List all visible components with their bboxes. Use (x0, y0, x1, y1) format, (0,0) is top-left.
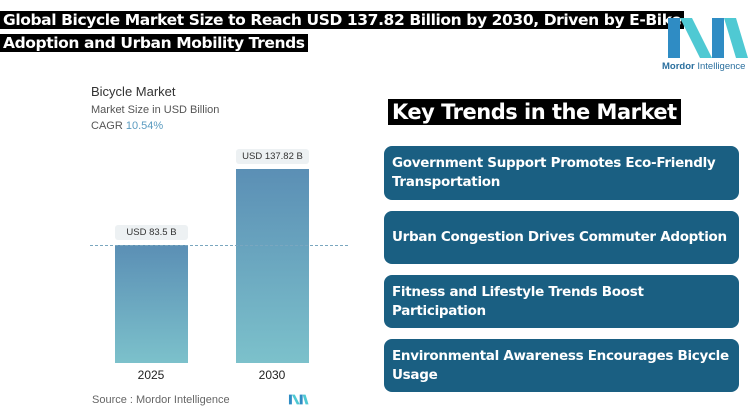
cagr-value: 10.54% (125, 120, 164, 132)
mordor-logo-icon (668, 18, 748, 58)
source-text: Source : Mordor Intelligence (92, 394, 230, 406)
trend-card-3: Fitness and Lifestyle Trends Boost Parti… (384, 275, 739, 328)
bar-2025 (115, 245, 188, 363)
key-trends-heading: Key Trends in the Market (388, 99, 681, 125)
data-label: USD 137.82 B (236, 149, 309, 164)
source-logo-icon (288, 394, 309, 405)
reference-line (90, 245, 348, 247)
trend-card-1: Government Support Promotes Eco-Friendly… (384, 146, 739, 200)
trend-card-4: Environmental Awareness Encourages Bicyc… (384, 339, 739, 392)
trend-card-2: Urban Congestion Drives Commuter Adoptio… (384, 211, 739, 264)
page-title: Global Bicycle Market Size to Reach USD … (0, 9, 750, 55)
cagr: CAGR 10.54% (91, 120, 164, 132)
chart-title: Bicycle Market (91, 84, 176, 99)
data-label: USD 83.5 B (115, 225, 188, 241)
x-tick-label: 2030 (258, 368, 286, 382)
title-text: Global Bicycle Market Size to Reach USD … (0, 11, 685, 52)
chart-subtitle: Market Size in USD Billion (91, 104, 220, 116)
bar-2030 (236, 169, 309, 363)
logo-text: Mordor Intelligence (662, 61, 746, 72)
x-tick-label: 2025 (137, 368, 165, 382)
